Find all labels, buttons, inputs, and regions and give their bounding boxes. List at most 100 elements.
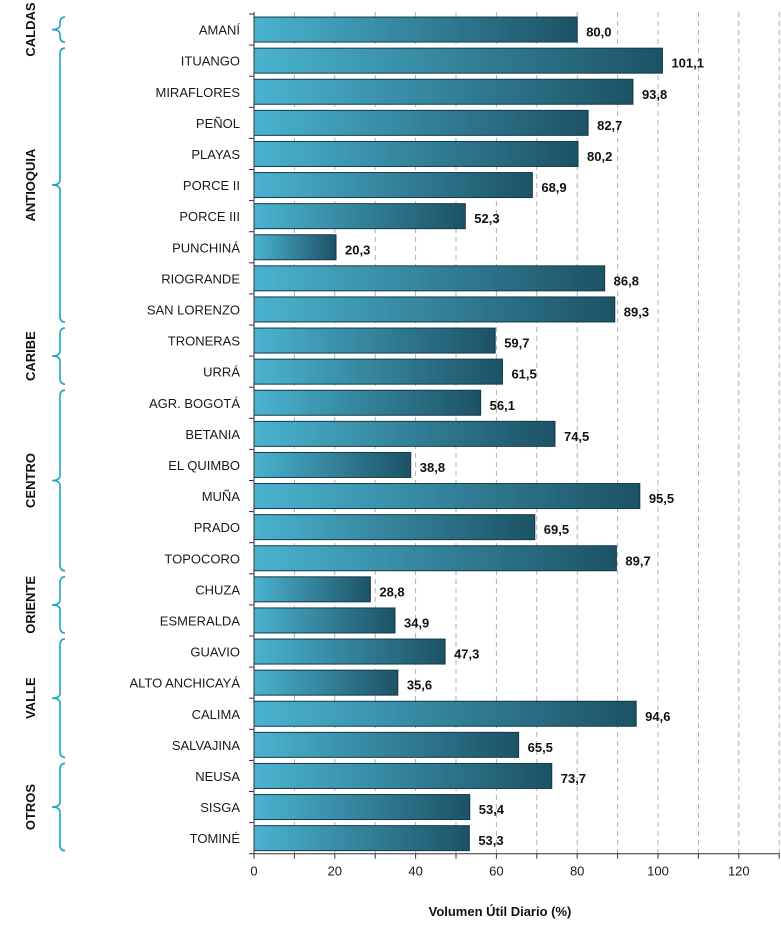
bar-5 <box>253 172 533 199</box>
region-bracket-4 <box>51 576 66 634</box>
category-label-14: EL QUIMBO <box>168 458 240 473</box>
category-label-22: CALIMA <box>192 707 241 722</box>
region-label-1: ANTIOQUIA <box>23 148 38 222</box>
value-label-19: 34,9 <box>404 615 429 630</box>
region-label-6: OTROS <box>23 784 38 831</box>
bar-8 <box>253 265 606 292</box>
value-label-13: 74,5 <box>564 429 589 444</box>
category-label-13: BETANIA <box>185 427 240 442</box>
bar-2 <box>253 78 634 105</box>
value-label-23: 65,5 <box>528 740 553 755</box>
value-label-14: 38,8 <box>420 460 445 475</box>
value-label-24: 73,7 <box>561 771 586 786</box>
x-tick-label-80: 80 <box>570 864 584 879</box>
bar-15 <box>253 483 641 510</box>
bar-9 <box>253 296 616 323</box>
bar-17 <box>253 545 617 572</box>
value-label-1: 101,1 <box>671 56 704 71</box>
category-label-4: PLAYAS <box>191 147 240 162</box>
category-label-0: AMANÍ <box>199 23 241 38</box>
bar-24 <box>253 762 553 789</box>
x-tick-label-0: 0 <box>250 864 257 879</box>
category-label-11: URRÁ <box>203 365 240 380</box>
region-bracket-1 <box>51 47 66 323</box>
value-labels: 80,0 101,1 93,8 82,7 80,2 68,9 52,3 20,3 86,8 89,… <box>345 25 704 849</box>
category-label-21: ALTO ANCHICAYÁ <box>129 676 240 691</box>
category-label-26: TOMINÉ <box>190 831 241 846</box>
value-label-21: 35,6 <box>407 678 432 693</box>
category-label-8: RIOGRANDE <box>161 271 240 286</box>
value-label-18: 28,8 <box>379 584 404 599</box>
category-label-2: MIRAFLORES <box>155 85 240 100</box>
bar-7 <box>253 234 337 261</box>
bar-3 <box>253 109 589 136</box>
x-tick-label-100: 100 <box>647 864 669 879</box>
value-label-5: 68,9 <box>541 180 566 195</box>
value-label-10: 59,7 <box>504 336 529 351</box>
bar-14 <box>253 451 412 478</box>
category-labels: AMANÍ ITUANGO MIRAFLORES PEÑOL PLAYAS PORCE I… <box>129 23 240 847</box>
bar-23 <box>253 731 520 758</box>
bar-1 <box>253 47 663 74</box>
bar-20 <box>253 638 446 665</box>
value-label-15: 95,5 <box>649 491 674 506</box>
region-bracket-6 <box>51 762 66 852</box>
category-label-24: NEUSA <box>195 769 240 784</box>
axes: 0 20 40 60 80 100 120 <box>249 12 780 879</box>
bars <box>253 16 663 852</box>
bar-22 <box>253 700 637 727</box>
value-label-12: 56,1 <box>490 398 515 413</box>
bar-25 <box>253 794 471 821</box>
bar-4 <box>253 140 579 167</box>
x-tick-label-40: 40 <box>408 864 422 879</box>
category-label-16: PRADO <box>194 520 240 535</box>
category-label-12: AGR. BOGOTÁ <box>149 396 240 411</box>
region-bracket-5 <box>51 638 66 759</box>
value-label-7: 20,3 <box>345 242 370 257</box>
category-label-5: PORCE II <box>183 178 240 193</box>
region-label-4: ORIENTE <box>23 576 38 634</box>
region-bracket-2 <box>51 327 66 385</box>
bar-26 <box>253 825 470 852</box>
value-label-2: 93,8 <box>642 87 667 102</box>
category-label-15: MUÑA <box>202 489 241 504</box>
value-label-25: 53,4 <box>479 802 505 817</box>
category-label-25: SISGA <box>200 800 240 815</box>
region-label-2: CARIBE <box>23 331 38 381</box>
bar-13 <box>253 420 556 447</box>
bar-18 <box>253 576 371 603</box>
category-label-20: GUAVIO <box>190 645 240 660</box>
category-label-6: PORCE III <box>179 209 240 224</box>
region-bracket-0 <box>51 16 66 43</box>
value-label-0: 80,0 <box>586 25 611 40</box>
category-label-18: CHUZA <box>195 582 240 597</box>
bar-6 <box>253 203 466 230</box>
value-label-16: 69,5 <box>544 522 569 537</box>
x-axis-title: Volumen Útil Diario (%) <box>429 904 572 919</box>
category-label-17: TOPOCORO <box>164 551 240 566</box>
region-bracket-3 <box>51 389 66 572</box>
region-label-0: CALDAS <box>23 2 38 56</box>
value-label-20: 47,3 <box>454 647 479 662</box>
category-label-19: ESMERALDA <box>160 613 241 628</box>
value-label-26: 53,3 <box>478 833 503 848</box>
value-label-8: 86,8 <box>614 273 639 288</box>
bar-21 <box>253 669 399 696</box>
region-groups: CALDAS ANTIOQUIA CARIBE CENTRO ORIENTE VALLE O… <box>23 2 66 852</box>
value-label-17: 89,7 <box>625 553 650 568</box>
region-label-3: CENTRO <box>23 453 38 508</box>
bar-10 <box>253 327 496 354</box>
category-label-9: SAN LORENZO <box>147 302 240 317</box>
category-label-10: TRONERAS <box>168 334 241 349</box>
value-label-11: 61,5 <box>511 367 536 382</box>
region-label-5: VALLE <box>23 677 38 719</box>
category-label-3: PEÑOL <box>196 116 240 131</box>
x-tick-label-60: 60 <box>489 864 503 879</box>
category-label-7: PUNCHINÁ <box>172 240 240 255</box>
bar-11 <box>253 358 503 385</box>
value-label-6: 52,3 <box>474 211 499 226</box>
bar-0 <box>253 16 578 43</box>
x-tick-label-120: 120 <box>728 864 750 879</box>
value-label-4: 80,2 <box>587 149 612 164</box>
